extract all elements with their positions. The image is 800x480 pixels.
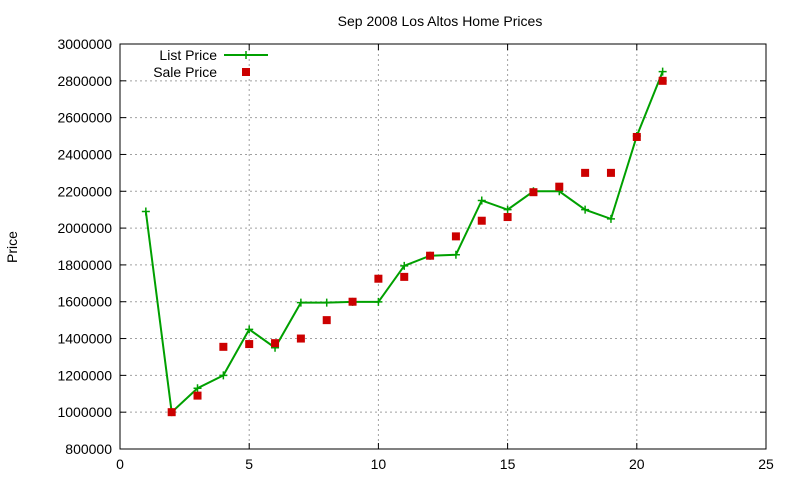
sale-price-point (271, 339, 280, 348)
sale-price-point (581, 168, 590, 177)
y-tick-label: 1200000 (57, 367, 112, 383)
grid (120, 44, 766, 449)
list-price-point (245, 325, 254, 334)
x-tick-label: 0 (116, 456, 124, 472)
y-tick-label: 2000000 (57, 220, 112, 236)
list-price-point (606, 214, 615, 223)
sale-price-point (632, 132, 641, 141)
list-price-point (374, 297, 383, 306)
sale-price-point (503, 213, 512, 222)
y-tick-label: 800000 (65, 441, 112, 457)
sale-price-point (322, 316, 331, 325)
sale-price-point (296, 334, 305, 343)
y-axis-label: Price (4, 231, 20, 263)
sale-price-point (348, 297, 357, 306)
sale-price-point (167, 408, 176, 417)
list-price-point (451, 250, 460, 259)
sale-price-point (374, 274, 383, 283)
sale-price-point (400, 272, 409, 281)
y-tick-label: 1800000 (57, 257, 112, 273)
list-price-point (581, 205, 590, 214)
x-tick-label: 15 (500, 456, 516, 472)
list-price-point (503, 205, 512, 214)
y-tick-label: 1600000 (57, 294, 112, 310)
chart-title: Sep 2008 Los Altos Home Prices (338, 13, 543, 29)
sale-price-point (658, 76, 667, 85)
legend-marker (242, 51, 250, 59)
sale-price-point (555, 182, 564, 191)
list-price-point (193, 384, 202, 393)
sale-price-point (426, 251, 435, 260)
sale-price-point (451, 232, 460, 241)
list-price-point (400, 261, 409, 270)
list-price-line (144, 71, 664, 415)
list-price-point (477, 196, 486, 205)
y-tick-label: 2400000 (57, 146, 112, 162)
y-tick-label: 1000000 (57, 404, 112, 420)
x-tick-label: 25 (758, 456, 774, 472)
list-price-point (219, 371, 228, 380)
plot-frame (119, 43, 767, 450)
y-tick-label: 2800000 (57, 73, 112, 89)
legend-label: List Price (159, 47, 217, 63)
list-price-point (658, 67, 667, 76)
sale-price-point (477, 216, 486, 225)
sale-price-point (193, 391, 202, 400)
y-tick-label: 1400000 (57, 331, 112, 347)
list-price-point (322, 298, 331, 307)
legend-marker (242, 68, 250, 76)
list-price-point (296, 298, 305, 307)
sale-price-point (529, 188, 538, 197)
y-tick-label: 2600000 (57, 110, 112, 126)
legend-label: Sale Price (153, 64, 217, 80)
y-tick-label: 2200000 (57, 183, 112, 199)
sale-price-point (606, 168, 615, 177)
x-tick-label: 20 (629, 456, 645, 472)
series (141, 67, 667, 417)
axis-ticks: 0 5 10 15 20 25 800000 1000000 1200000 1400000 160… (57, 36, 774, 472)
list-price-point (141, 207, 150, 216)
y-tick-label: 3000000 (57, 36, 112, 52)
sale-price-point (219, 342, 228, 351)
sale-price-point (245, 340, 254, 349)
x-tick-label: 5 (245, 456, 253, 472)
x-tick-label: 10 (371, 456, 387, 472)
